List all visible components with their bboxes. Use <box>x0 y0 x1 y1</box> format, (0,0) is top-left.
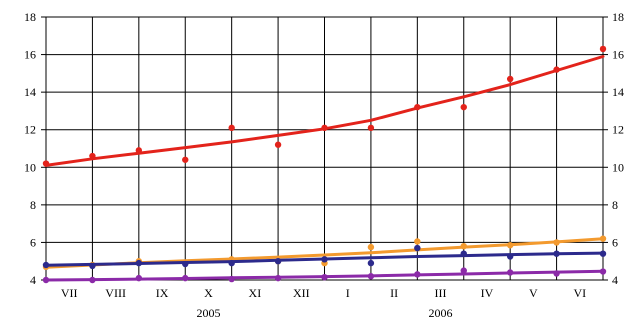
y-tick-label-left: 4 <box>30 273 36 287</box>
data-point <box>460 250 467 257</box>
data-point <box>182 156 189 163</box>
y-tick-label-right: 12 <box>612 123 624 137</box>
y-tick-label-right: 18 <box>612 10 624 24</box>
data-point <box>506 253 514 260</box>
data-point <box>228 275 235 283</box>
x-category-label: IV <box>481 286 494 300</box>
x-category-label: V <box>529 286 538 300</box>
data-point <box>182 274 189 282</box>
series-2 <box>42 244 607 270</box>
y-tick-label-left: 18 <box>24 10 36 24</box>
y-tick-label-right: 16 <box>612 48 624 62</box>
year-label: 2005 <box>196 306 220 320</box>
grid-layer <box>41 16 608 281</box>
data-point <box>228 259 235 267</box>
y-tick-label-left: 16 <box>24 48 36 62</box>
x-category-label: IX <box>156 286 169 300</box>
y-tick-label-right: 10 <box>612 160 624 174</box>
data-point <box>506 242 514 249</box>
x-category-label: VII <box>61 286 78 300</box>
data-point <box>460 103 467 111</box>
data-point <box>553 270 560 277</box>
x-category-label: III <box>435 286 447 300</box>
data-point <box>414 238 421 245</box>
data-point <box>274 258 282 265</box>
y-tick-label-right: 14 <box>612 85 624 99</box>
data-point <box>274 141 282 148</box>
data-point <box>460 242 467 250</box>
y-tick-label-left: 12 <box>24 123 36 137</box>
x-category-label: XI <box>249 286 262 300</box>
x-category-label: VIII <box>105 286 126 300</box>
series-0 <box>42 45 607 167</box>
year-label: 2006 <box>429 306 453 320</box>
y-tick-label-left: 6 <box>30 235 36 249</box>
x-category-label: I <box>346 286 350 300</box>
x-category-label: II <box>390 286 398 300</box>
data-point <box>553 66 560 73</box>
data-point <box>228 124 235 132</box>
series-3 <box>42 267 607 284</box>
data-point <box>460 267 467 274</box>
data-point <box>42 160 50 167</box>
data-point <box>135 147 143 154</box>
data-point <box>367 273 375 280</box>
data-point <box>89 276 96 284</box>
data-point <box>89 152 96 160</box>
data-point <box>414 244 421 252</box>
y-tick-label-right: 8 <box>612 198 618 212</box>
y-tick-label-right: 6 <box>612 235 618 249</box>
data-point <box>135 259 143 267</box>
series-layer <box>42 45 607 284</box>
data-point <box>321 124 328 132</box>
y-tick-label-right: 4 <box>612 273 618 287</box>
y-tick-label-left: 8 <box>30 198 36 212</box>
data-point <box>182 260 189 268</box>
data-point <box>89 262 96 270</box>
data-point <box>367 243 375 251</box>
label-layer: 2005 2006 <box>196 306 452 320</box>
data-point <box>135 274 143 282</box>
data-point <box>506 75 514 83</box>
data-point <box>42 261 50 269</box>
data-point <box>321 273 328 281</box>
y-tick-label-left: 14 <box>24 85 36 99</box>
x-category-label: X <box>204 286 213 300</box>
data-point <box>274 274 282 282</box>
data-point <box>599 250 607 257</box>
x-category-label: VI <box>573 286 586 300</box>
x-category-label: XII <box>293 286 310 300</box>
data-point <box>414 103 421 111</box>
data-point <box>367 124 375 132</box>
data-point <box>553 239 560 246</box>
data-point <box>599 235 607 242</box>
data-point <box>553 250 560 257</box>
data-point <box>414 271 421 278</box>
y-tick-label-left: 10 <box>24 160 36 174</box>
data-point <box>367 259 375 267</box>
data-point <box>42 276 50 284</box>
data-point <box>321 256 328 263</box>
data-point <box>599 268 607 275</box>
data-point <box>599 45 607 53</box>
data-point <box>506 269 514 276</box>
